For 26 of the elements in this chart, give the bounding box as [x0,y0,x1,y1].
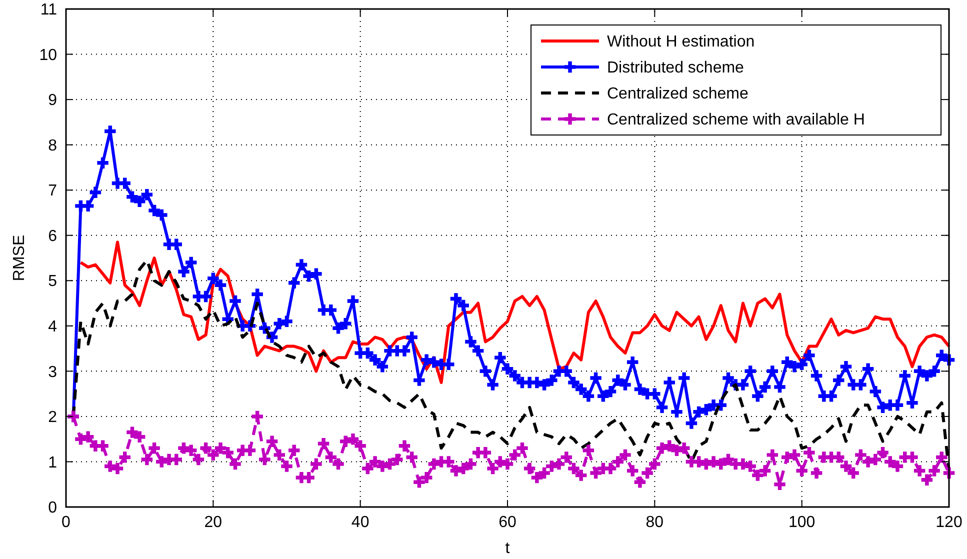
y-axis-title: RMSE [11,234,28,282]
y-tick-label: 5 [48,273,58,290]
x-tick-label: 40 [351,514,370,531]
y-tick-label: 6 [48,228,58,245]
y-tick-label: 9 [48,92,58,110]
y-tick-label: 1 [48,454,58,472]
y-tick-label: 0 [48,500,58,517]
legend-label: Centralized scheme with available H [607,112,865,129]
x-tick-label: 100 [788,514,816,531]
x-axis-title: t [505,540,510,557]
x-tick-label: 0 [62,514,71,531]
y-tick-label: 11 [40,2,58,19]
y-tick-label: 4 [48,318,58,336]
x-tick-label: 120 [936,514,962,531]
y-tick-label: 3 [48,364,58,381]
y-tick-label: 10 [39,46,58,64]
legend-label: Distributed scheme [607,60,744,77]
y-tick-label: 7 [48,182,58,200]
y-tick-label: 8 [48,137,58,154]
legend-label: Without H estimation [607,34,755,51]
x-tick-label: 20 [204,514,222,531]
legend-label: Centralized scheme [607,86,748,103]
line-series [79,240,950,384]
x-tick-label: 60 [498,514,516,531]
y-tick-label: 2 [48,409,58,426]
x-tick-label: 80 [646,514,664,531]
